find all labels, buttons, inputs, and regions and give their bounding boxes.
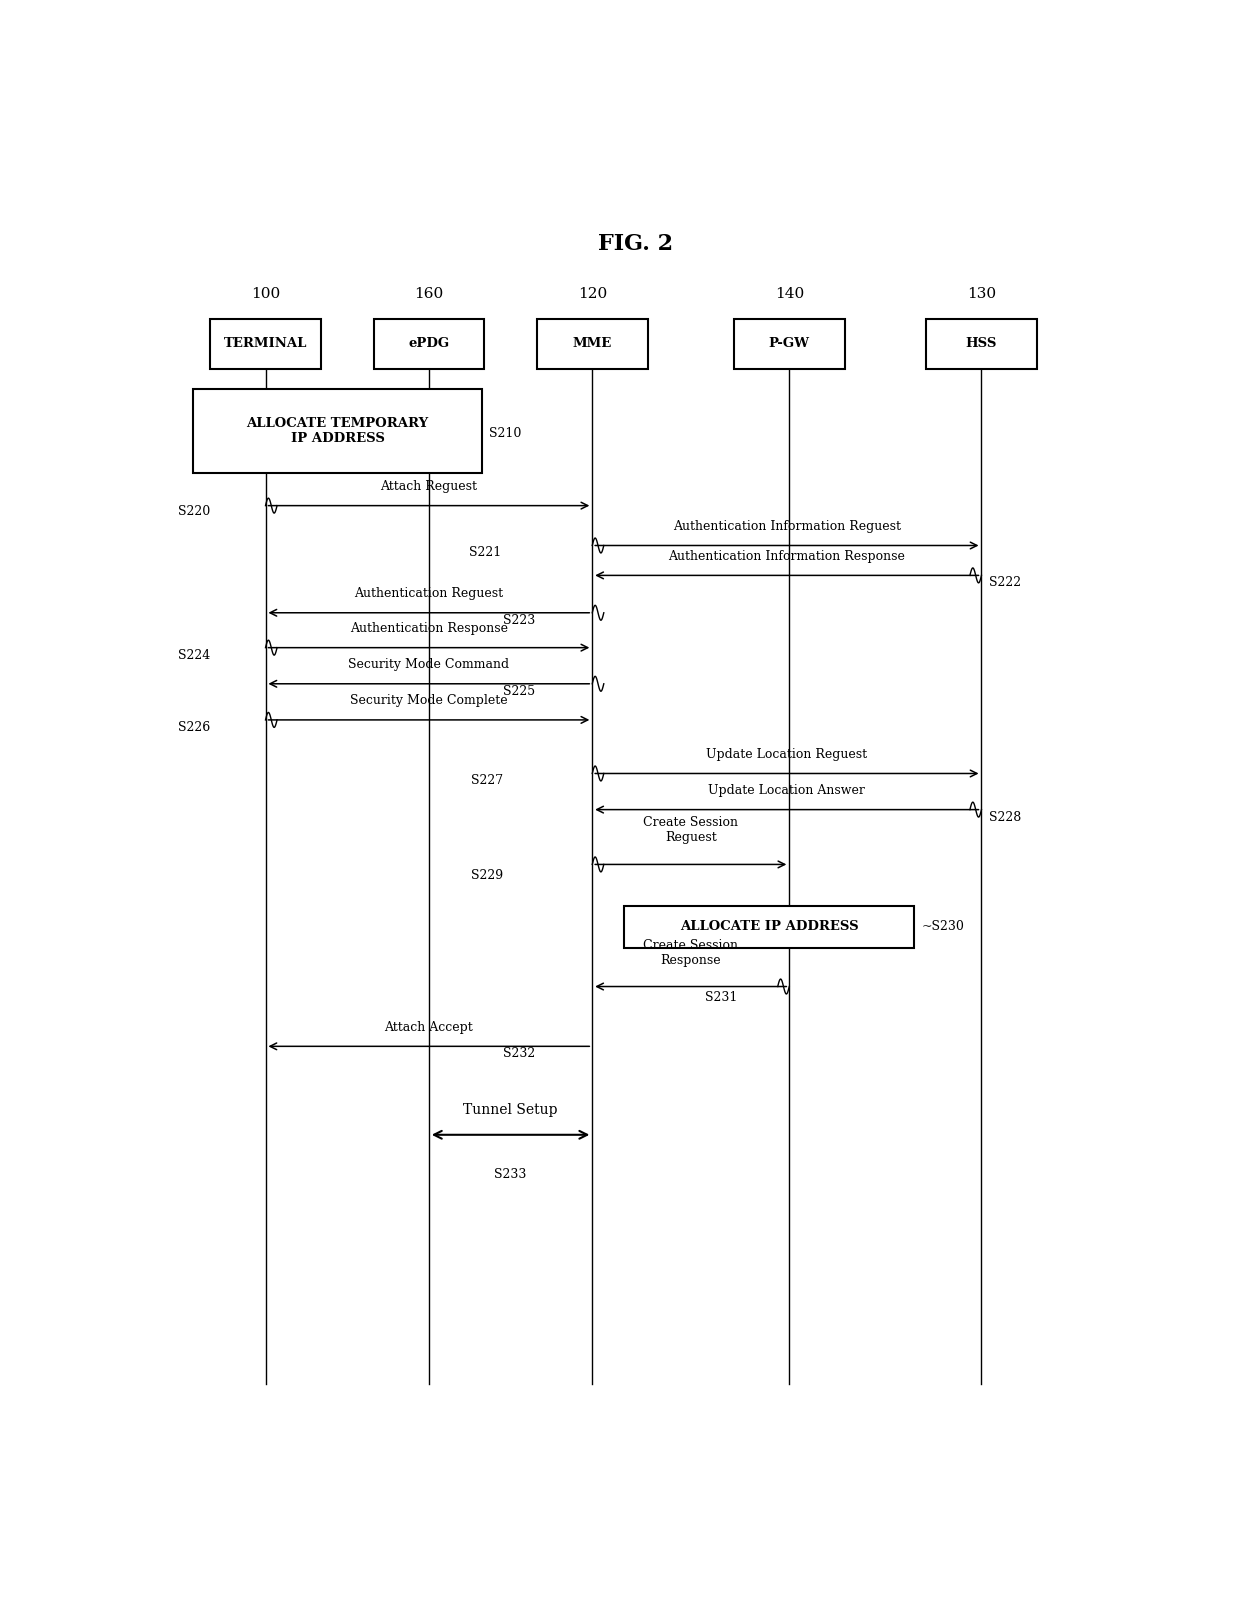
Text: Create Session
Reguest: Create Session Reguest xyxy=(644,817,738,845)
Bar xyxy=(373,319,484,369)
Text: P-GW: P-GW xyxy=(769,337,810,349)
Text: Authentication Information Response: Authentication Information Response xyxy=(668,550,905,563)
Bar xyxy=(193,388,482,472)
Text: S232: S232 xyxy=(503,1047,536,1060)
Text: Update Location Answer: Update Location Answer xyxy=(708,785,866,798)
Bar xyxy=(734,319,844,369)
Text: S229: S229 xyxy=(471,869,503,882)
Text: 140: 140 xyxy=(775,286,804,301)
Text: Create Session
Response: Create Session Response xyxy=(644,938,738,966)
Text: HSS: HSS xyxy=(966,337,997,349)
Text: S225: S225 xyxy=(503,684,534,697)
Text: S226: S226 xyxy=(179,722,211,735)
Text: S223: S223 xyxy=(503,613,536,626)
Text: Attach Reguest: Attach Reguest xyxy=(381,481,477,493)
Text: S210: S210 xyxy=(490,427,522,440)
Text: Security Mode Command: Security Mode Command xyxy=(348,659,510,671)
Text: Authentication Response: Authentication Response xyxy=(350,623,508,636)
Text: TERMINAL: TERMINAL xyxy=(224,337,308,349)
Text: S227: S227 xyxy=(471,775,503,788)
Text: Attach Accept: Attach Accept xyxy=(384,1021,474,1034)
Bar xyxy=(211,319,321,369)
Bar xyxy=(926,319,1037,369)
Text: MME: MME xyxy=(573,337,611,349)
Text: 160: 160 xyxy=(414,286,444,301)
Text: 130: 130 xyxy=(967,286,996,301)
Text: S221: S221 xyxy=(469,547,501,560)
Text: S224: S224 xyxy=(179,649,211,662)
Text: S228: S228 xyxy=(990,811,1022,824)
Text: S220: S220 xyxy=(179,505,211,518)
Text: Tunnel Setup: Tunnel Setup xyxy=(464,1103,558,1118)
Text: S222: S222 xyxy=(990,576,1022,589)
Bar xyxy=(537,319,647,369)
Text: Authentication Information Reguest: Authentication Information Reguest xyxy=(673,519,900,532)
Text: FIG. 2: FIG. 2 xyxy=(598,233,673,256)
Text: S233: S233 xyxy=(495,1168,527,1181)
Bar xyxy=(624,906,914,948)
Text: 100: 100 xyxy=(250,286,280,301)
Text: S231: S231 xyxy=(704,992,737,1005)
Text: ePDG: ePDG xyxy=(408,337,449,349)
Text: ALLOCATE IP ADDRESS: ALLOCATE IP ADDRESS xyxy=(680,921,858,934)
Text: Authentication Reguest: Authentication Reguest xyxy=(355,587,503,600)
Text: 120: 120 xyxy=(578,286,606,301)
Text: Update Location Reguest: Update Location Reguest xyxy=(707,748,868,760)
Text: ~S230: ~S230 xyxy=(921,921,965,934)
Text: ALLOCATE TEMPORARY
IP ADDRESS: ALLOCATE TEMPORARY IP ADDRESS xyxy=(247,417,429,445)
Text: Security Mode Complete: Security Mode Complete xyxy=(350,694,507,707)
